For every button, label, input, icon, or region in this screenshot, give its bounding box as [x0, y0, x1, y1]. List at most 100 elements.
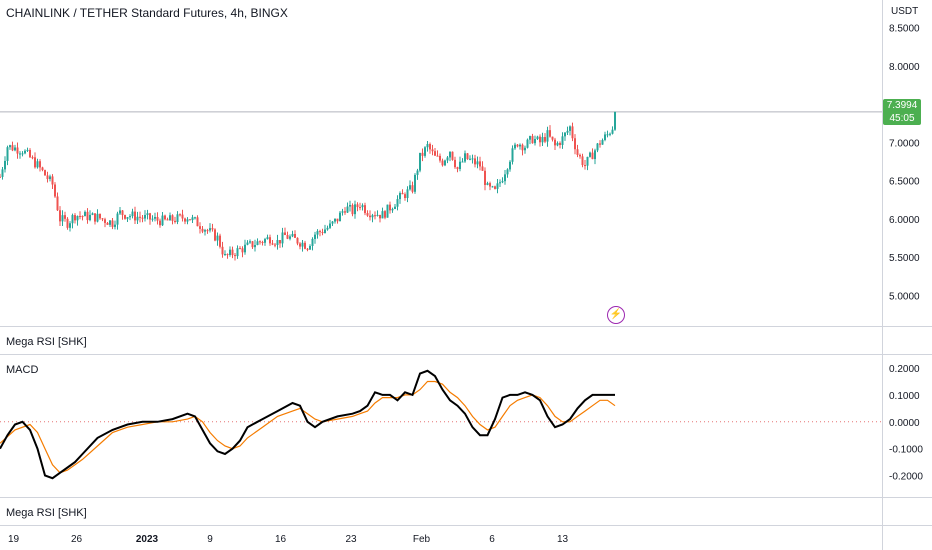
macd-tick-label-2: 0.0000 — [889, 418, 920, 429]
candle-body — [511, 148, 514, 162]
candle-body — [496, 183, 499, 189]
rsi-pane-label-bottom[interactable]: Mega RSI [SHK] — [6, 507, 87, 519]
candle-body — [216, 235, 219, 241]
candle-body — [144, 214, 146, 219]
time-tick-label-0: 19 — [8, 534, 20, 545]
price-axis-line — [882, 0, 883, 550]
pane-separator-2[interactable] — [0, 354, 932, 355]
candle-body — [206, 230, 209, 232]
price-tick-label-6: 5.5000 — [889, 253, 920, 264]
candle-body — [189, 219, 191, 221]
candle-body — [469, 158, 471, 160]
pane-separator-3[interactable] — [0, 497, 932, 498]
candle-body — [136, 216, 139, 221]
candle-body — [279, 240, 281, 244]
candle-body — [439, 155, 441, 161]
candle-body — [159, 220, 161, 226]
candle-body — [294, 233, 296, 238]
candle-body — [434, 151, 436, 156]
candle-body — [431, 149, 434, 152]
candle-body — [139, 216, 141, 218]
candle-body — [234, 255, 236, 257]
candle-body — [26, 149, 29, 151]
candle-body — [344, 211, 346, 213]
candle-body — [581, 156, 584, 166]
candle-body — [574, 138, 576, 150]
candle-body — [519, 144, 521, 147]
candle-body — [204, 230, 206, 232]
candle-body — [221, 246, 224, 255]
candle-body — [391, 208, 394, 211]
candle-body — [331, 221, 334, 224]
candle-body — [194, 217, 196, 219]
candle-body — [571, 126, 574, 139]
pane-separator-1[interactable] — [0, 326, 932, 327]
candle-body — [324, 229, 326, 233]
candle-body — [569, 126, 571, 131]
candle-body — [349, 204, 351, 207]
macd-tick-label-0: 0.2000 — [889, 364, 920, 375]
candle-body — [111, 220, 114, 227]
candle-body — [309, 245, 311, 250]
chart-title: CHAINLINK / TETHER Standard Futures, 4h,… — [6, 6, 288, 20]
candle-body — [86, 211, 89, 221]
macd-pane-label[interactable]: MACD — [6, 364, 39, 376]
candle-body — [476, 161, 479, 165]
candle-body — [456, 167, 459, 170]
candle-body — [446, 157, 449, 161]
candle-body — [254, 245, 256, 248]
candle-body — [509, 161, 511, 170]
candle-body — [269, 237, 271, 244]
candle-body — [371, 215, 374, 218]
candle-body — [1, 169, 4, 177]
candle-body — [339, 212, 341, 222]
candle-body — [44, 170, 46, 176]
candle-body — [54, 184, 56, 197]
price-tick-label-5: 6.0000 — [889, 215, 920, 226]
candle-body — [534, 139, 536, 144]
candle-body — [236, 248, 239, 257]
candle-body — [21, 153, 24, 155]
candle-body — [584, 165, 586, 167]
macd-tick-label-1: 0.1000 — [889, 391, 920, 402]
candle-body — [436, 155, 439, 157]
time-tick-label-4: 16 — [275, 534, 287, 545]
candle-body — [219, 235, 221, 247]
rsi-pane-label-top[interactable]: Mega RSI [SHK] — [6, 336, 87, 348]
price-tick-label-7: 5.0000 — [889, 291, 920, 302]
macd-series-macd — [0, 369, 615, 480]
candle-body — [116, 213, 119, 225]
candle-body — [179, 214, 181, 216]
candle-body — [401, 193, 404, 195]
candle-body — [114, 224, 116, 227]
candle-body — [346, 206, 349, 213]
candle-body — [484, 170, 486, 185]
lightning-icon[interactable]: ⚡ — [607, 306, 625, 324]
candle-body — [181, 214, 184, 219]
candle-body — [471, 158, 474, 160]
candle-body — [299, 243, 301, 247]
candle-body — [396, 199, 399, 207]
candle-body — [404, 194, 406, 199]
macd-tick-label-3: -0.1000 — [889, 445, 923, 456]
candle-body — [106, 222, 109, 225]
candle-body — [531, 136, 534, 144]
candle-body — [259, 241, 261, 243]
candle-body — [501, 181, 504, 183]
candle-body — [406, 189, 409, 199]
candle-body — [96, 213, 99, 222]
macd-tick-label-4: -0.2000 — [889, 472, 923, 483]
candle-body — [149, 213, 151, 220]
candle-body — [449, 151, 451, 158]
candle-body — [464, 153, 466, 162]
candle-body — [31, 157, 34, 159]
candle-body — [546, 130, 549, 142]
candle-body — [589, 152, 591, 157]
candle-body — [444, 160, 446, 166]
candle-body — [416, 170, 419, 175]
candle-body — [409, 185, 411, 190]
candle-body — [311, 238, 314, 246]
candle-body — [454, 159, 456, 168]
candle-body — [94, 213, 96, 222]
